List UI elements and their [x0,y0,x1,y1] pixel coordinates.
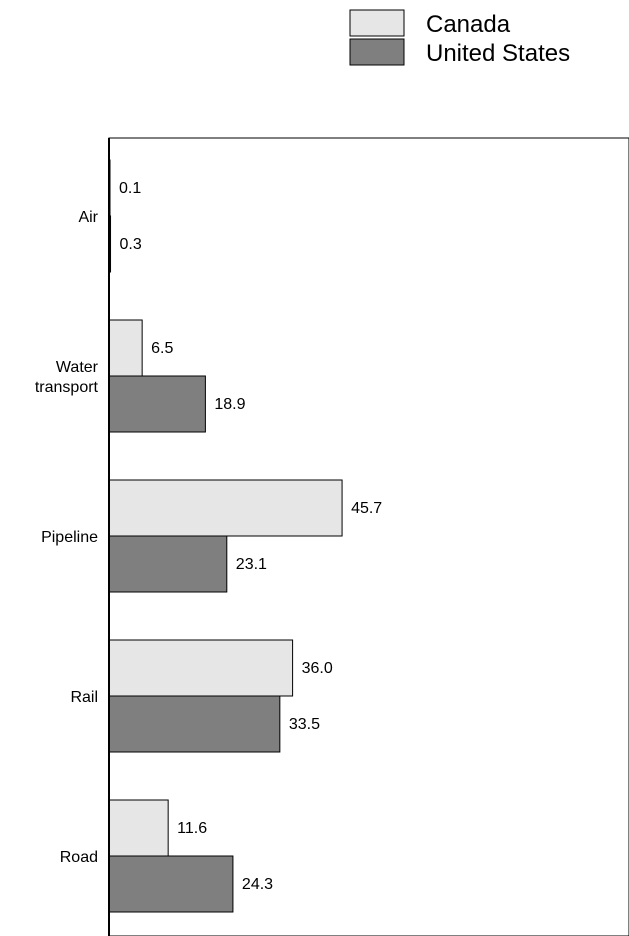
value-labels: 0.1 0.3 6.5 18.9 45.7 23.1 36.0 33.5 11.6 24.3 [119,180,382,893]
bar-water-transport-canada [108,319,143,377]
bar-road-canada [108,799,169,857]
value-label-road-united-states: 24.3 [242,876,273,893]
category-label-pipeline: Pipeline [41,529,98,546]
value-label-rail-united-states: 33.5 [289,716,320,733]
bars [108,159,343,913]
legend-label-united-states: United States [426,40,570,67]
category-labels: Air Water transport Pipeline Rail Road [35,209,99,866]
category-label-road: Road [60,849,98,866]
value-label-water-transport-united-states: 18.9 [214,396,245,413]
legend-label-canada: Canada [426,11,511,38]
value-label-air-canada: 0.1 [119,180,141,197]
category-label-air: Air [78,209,98,226]
value-label-rail-canada: 36.0 [302,660,333,677]
bar-rail-canada [108,639,294,697]
bar-pipeline-canada [108,479,343,537]
bar-pipeline-united-states [108,535,228,593]
category-label-water-transport: Water transport [35,359,99,396]
category-label-rail: Rail [70,689,98,706]
value-label-water-transport-canada: 6.5 [151,340,173,357]
bar-road-united-states [108,855,234,913]
value-label-pipeline-united-states: 23.1 [236,556,267,573]
legend-swatch-canada [349,9,405,37]
bar-rail-united-states [108,695,281,753]
value-label-road-canada: 11.6 [177,820,207,837]
legend-swatch-united-states [349,38,405,66]
value-label-air-united-states: 0.3 [120,236,142,253]
bar-water-transport-united-states [108,375,206,433]
value-label-pipeline-canada: 45.7 [351,500,382,517]
